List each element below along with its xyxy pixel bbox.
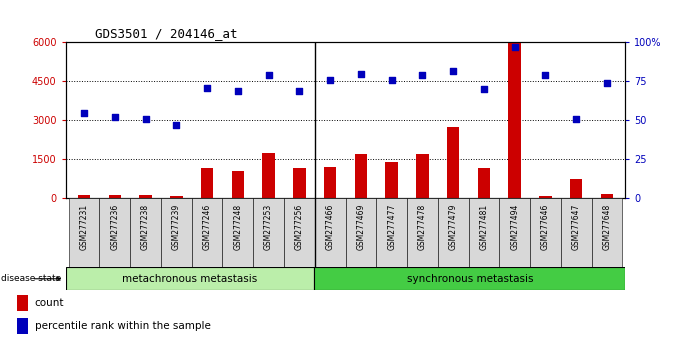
Bar <box>130 198 161 267</box>
Bar <box>324 167 337 198</box>
Bar <box>100 198 130 267</box>
Bar <box>539 196 551 198</box>
Point <box>325 77 336 83</box>
Text: GSM277494: GSM277494 <box>510 204 519 250</box>
Bar <box>600 194 613 198</box>
Bar <box>284 198 314 267</box>
Point <box>171 122 182 128</box>
Bar <box>68 198 100 267</box>
Point <box>202 85 213 91</box>
Bar <box>346 198 377 267</box>
Point <box>294 88 305 93</box>
Point <box>263 72 274 78</box>
Bar <box>314 198 346 267</box>
Bar <box>530 198 561 267</box>
Bar <box>438 198 468 267</box>
Text: GSM277246: GSM277246 <box>202 204 211 250</box>
Text: percentile rank within the sample: percentile rank within the sample <box>35 321 211 331</box>
Bar <box>66 267 314 290</box>
Bar <box>591 198 623 267</box>
Point <box>386 77 397 83</box>
Bar <box>223 198 253 267</box>
Text: synchronous metastasis: synchronous metastasis <box>406 274 533 284</box>
Text: GSM277477: GSM277477 <box>387 204 396 250</box>
Bar <box>201 169 214 198</box>
Bar <box>17 318 28 334</box>
Text: count: count <box>35 298 64 308</box>
Bar <box>416 154 428 198</box>
Bar <box>354 154 367 198</box>
Title: GDS3501 / 204146_at: GDS3501 / 204146_at <box>95 27 238 40</box>
Bar <box>477 167 490 198</box>
Bar <box>78 195 91 198</box>
Point <box>140 116 151 122</box>
Bar <box>253 198 284 267</box>
Text: disease state: disease state <box>1 274 61 283</box>
Bar <box>447 127 460 198</box>
Bar <box>17 295 28 311</box>
Bar <box>170 196 182 198</box>
Bar <box>377 198 407 267</box>
Point <box>232 88 243 93</box>
Text: GSM277647: GSM277647 <box>571 204 580 250</box>
Bar <box>263 153 275 198</box>
Point <box>601 80 612 86</box>
Point <box>417 72 428 78</box>
Point <box>540 72 551 78</box>
Bar <box>570 179 583 198</box>
Point <box>448 68 459 73</box>
Bar <box>407 198 438 267</box>
Text: GSM277478: GSM277478 <box>418 204 427 250</box>
Text: GSM277481: GSM277481 <box>480 204 489 250</box>
Text: GSM277466: GSM277466 <box>325 204 334 250</box>
Text: metachronous metastasis: metachronous metastasis <box>122 274 258 284</box>
Text: GSM277648: GSM277648 <box>603 204 612 250</box>
Text: GSM277469: GSM277469 <box>357 204 366 250</box>
Bar <box>500 198 530 267</box>
Text: GSM277236: GSM277236 <box>111 204 120 250</box>
Text: GSM277231: GSM277231 <box>79 204 88 250</box>
Point <box>571 116 582 122</box>
Text: GSM277479: GSM277479 <box>448 204 457 250</box>
Text: GSM277253: GSM277253 <box>264 204 273 250</box>
Bar <box>108 195 121 198</box>
Point <box>109 114 120 120</box>
Point <box>478 86 489 92</box>
Bar <box>161 198 191 267</box>
Point <box>79 110 90 115</box>
Bar <box>231 171 244 198</box>
Bar <box>314 267 625 290</box>
Bar <box>191 198 223 267</box>
Text: GSM277248: GSM277248 <box>234 204 243 250</box>
Point <box>355 71 366 76</box>
Point <box>509 44 520 50</box>
Text: GSM277238: GSM277238 <box>141 204 150 250</box>
Text: GSM277256: GSM277256 <box>295 204 304 250</box>
Bar <box>509 42 521 198</box>
Bar <box>468 198 500 267</box>
Text: GSM277239: GSM277239 <box>172 204 181 250</box>
Bar <box>386 162 398 198</box>
Text: GSM277646: GSM277646 <box>541 204 550 250</box>
Bar <box>561 198 591 267</box>
Bar <box>293 169 305 198</box>
Bar <box>140 195 152 198</box>
